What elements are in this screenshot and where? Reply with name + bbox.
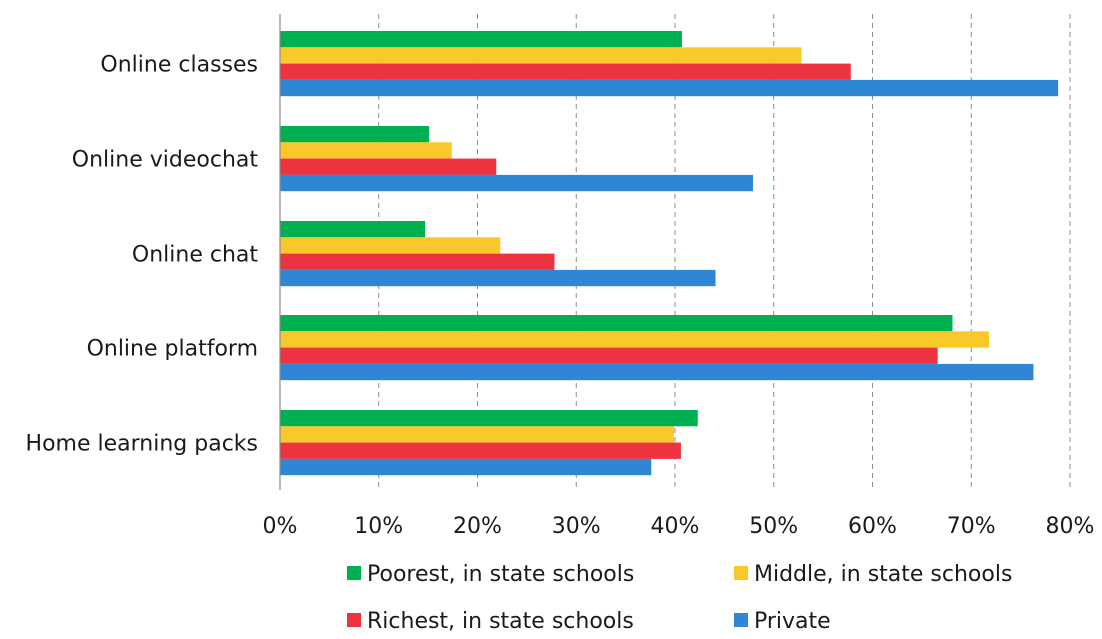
x-tick-label: 80% <box>1046 514 1095 539</box>
bar-2-2 <box>280 253 555 270</box>
legend-item-0: Poorest, in state schools <box>347 562 634 587</box>
legend-label: Richest, in state schools <box>367 609 634 634</box>
legend-item-2: Richest, in state schools <box>347 609 634 634</box>
legend-swatch <box>347 566 361 580</box>
legend: Poorest, in state schools Middle, in stat… <box>347 562 1012 634</box>
bar-4-0 <box>280 410 698 427</box>
category-label: Online chat <box>132 243 258 268</box>
bar-0-1 <box>280 47 802 64</box>
category-label: Online videochat <box>72 148 259 173</box>
bar-2-0 <box>280 221 426 238</box>
bar-4-2 <box>280 442 681 459</box>
bar-3-2 <box>280 347 938 364</box>
category-labels: Online classes Online videochat Online cha… <box>26 53 259 457</box>
category-label: Online classes <box>100 53 258 78</box>
bar-4-3 <box>280 458 652 476</box>
x-tick-label: 60% <box>848 514 897 539</box>
bar-1-3 <box>280 174 754 192</box>
bar-1-2 <box>280 158 497 175</box>
legend-label: Middle, in state schools <box>754 562 1012 587</box>
x-tick-label: 0% <box>263 514 298 539</box>
legend-swatch <box>734 613 748 627</box>
legend-swatch <box>734 566 748 580</box>
x-tick-label: 10% <box>354 514 403 539</box>
legend-label: Poorest, in state schools <box>367 562 634 587</box>
legend-item-3: Private <box>734 609 831 634</box>
bar-3-1 <box>280 331 990 348</box>
category-label: Online platform <box>87 337 258 362</box>
bar-2-1 <box>280 237 501 254</box>
category-label: Home learning packs <box>26 432 258 457</box>
legend-swatch <box>347 613 361 627</box>
x-tick-label: 50% <box>749 514 798 539</box>
bar-3-0 <box>280 315 953 332</box>
legend-label: Private <box>754 609 831 634</box>
bars <box>280 31 1059 476</box>
bar-4-1 <box>280 426 675 443</box>
x-tick-label: 70% <box>947 514 996 539</box>
bar-1-0 <box>280 126 430 143</box>
bar-0-0 <box>280 31 682 48</box>
bar-0-2 <box>280 63 851 80</box>
bar-3-3 <box>280 363 1034 381</box>
legend-item-1: Middle, in state schools <box>734 562 1012 587</box>
bar-0-3 <box>280 79 1059 97</box>
bar-1-1 <box>280 142 452 159</box>
x-tick-label: 20% <box>453 514 502 539</box>
x-tick-label: 30% <box>552 514 601 539</box>
x-tick-label: 40% <box>651 514 700 539</box>
x-tick-labels: 0% 10% 20% 30% 40% 50% 60% 70% 80% <box>263 514 1095 539</box>
bar-2-3 <box>280 269 716 287</box>
